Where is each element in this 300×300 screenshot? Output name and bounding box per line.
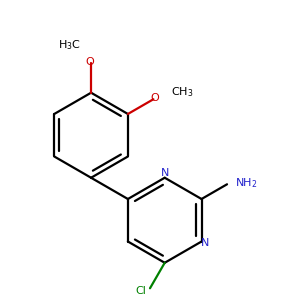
Text: N: N xyxy=(160,169,169,178)
Text: Cl: Cl xyxy=(136,286,147,296)
Text: O: O xyxy=(85,57,94,67)
Text: NH$_2$: NH$_2$ xyxy=(235,176,258,190)
Text: N: N xyxy=(201,238,210,248)
Text: CH$_3$: CH$_3$ xyxy=(171,85,194,99)
Text: O: O xyxy=(151,93,159,103)
Text: H$_3$C: H$_3$C xyxy=(58,38,81,52)
